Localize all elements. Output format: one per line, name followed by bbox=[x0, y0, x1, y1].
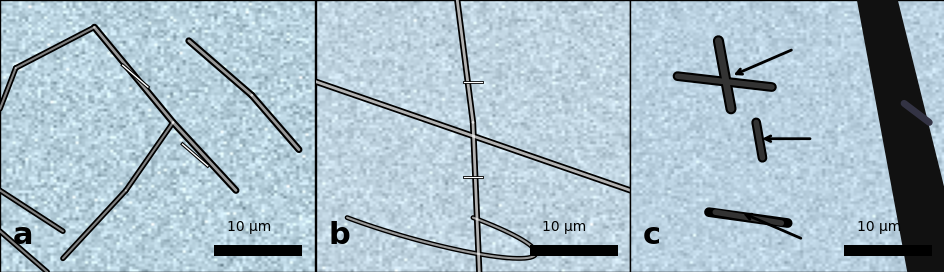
Text: a: a bbox=[12, 221, 33, 250]
Text: 10 μm: 10 μm bbox=[227, 220, 271, 234]
Bar bbox=[529, 245, 617, 256]
Text: 10 μm: 10 μm bbox=[542, 220, 586, 234]
Bar bbox=[213, 245, 302, 256]
Text: 10 μm: 10 μm bbox=[856, 220, 901, 234]
Bar bbox=[843, 245, 932, 256]
Text: b: b bbox=[328, 221, 349, 250]
Polygon shape bbox=[856, 0, 944, 272]
Text: c: c bbox=[642, 221, 660, 250]
